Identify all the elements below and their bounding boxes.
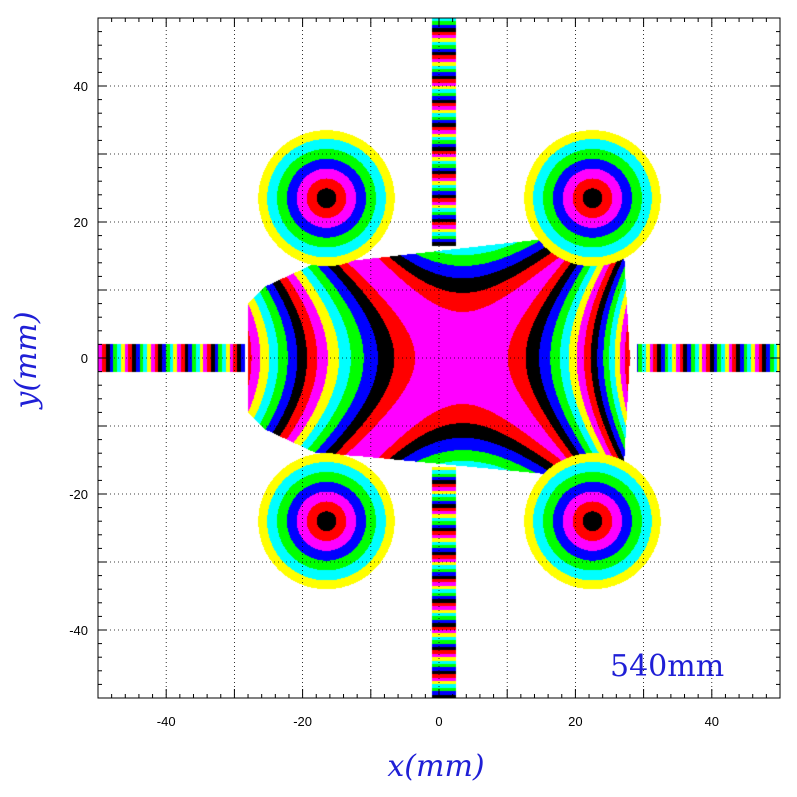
y-axis-title: y(mm) bbox=[9, 311, 44, 410]
x-tick-label: -20 bbox=[293, 714, 312, 729]
y-tick-label: 20 bbox=[74, 215, 88, 230]
x-axis-title: x(mm) bbox=[387, 749, 484, 784]
x-tick-label: 40 bbox=[705, 714, 719, 729]
y-tick-label: -20 bbox=[69, 487, 88, 502]
x-tick-labels: -40 -20 0 20 40 bbox=[157, 714, 719, 729]
y-tick-label: 0 bbox=[81, 351, 88, 366]
y-tick-label: 40 bbox=[74, 79, 88, 94]
distance-annotation: 540mm bbox=[610, 649, 724, 684]
axis-ticks bbox=[97, 17, 781, 699]
y-tick-labels: -40 -20 0 20 40 bbox=[69, 79, 88, 638]
y-tick-label: -40 bbox=[69, 623, 88, 638]
x-tick-label: -40 bbox=[157, 714, 176, 729]
x-tick-label: 0 bbox=[435, 714, 442, 729]
x-tick-label: 20 bbox=[568, 714, 582, 729]
grid-lines bbox=[98, 18, 780, 698]
